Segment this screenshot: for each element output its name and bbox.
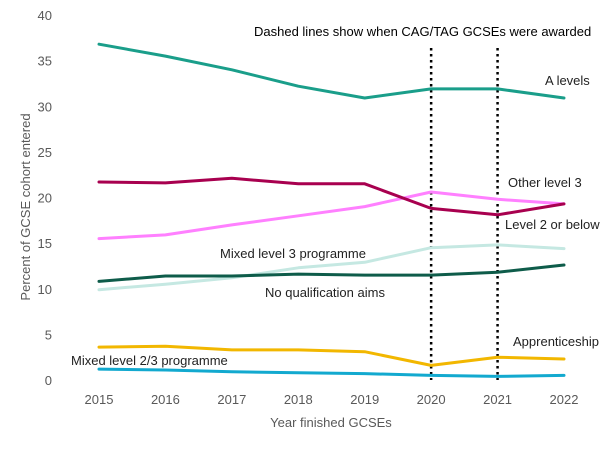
series-line-no-qualification-aims [97, 263, 566, 283]
series-line-other-level-3 [97, 190, 566, 241]
series-label-mixed-level-2-3-programme: Mixed level 2/3 programme [71, 353, 228, 368]
y-tick-label-35: 35 [38, 54, 52, 69]
y-tick-label-30: 30 [38, 99, 52, 114]
series-label-a-levels: A levels [545, 73, 590, 88]
series-label-no-qualification-aims: No qualification aims [265, 285, 385, 300]
x-axis-ticks: 2015 2016 2017 2018 2019 2020 2021 2022 [85, 392, 579, 407]
x-tick-label-2020: 2020 [417, 392, 446, 407]
dashed-lines-annotation: Dashed lines show when CAG/TAG GCSEs wer… [254, 24, 591, 39]
x-tick-label-2017: 2017 [217, 392, 246, 407]
y-tick-label-15: 15 [38, 236, 52, 251]
y-tick-label-40: 40 [38, 8, 52, 23]
x-tick-label-2015: 2015 [85, 392, 114, 407]
x-tick-label-2018: 2018 [284, 392, 313, 407]
y-tick-label-20: 20 [38, 191, 52, 206]
series-lines [97, 42, 566, 378]
series-label-other-level-3: Other level 3 [508, 175, 582, 190]
x-tick-label-2021: 2021 [483, 392, 512, 407]
x-tick-label-2022: 2022 [550, 392, 579, 407]
series-line-a-levels [97, 42, 566, 100]
y-tick-label-0: 0 [45, 373, 52, 388]
series-label-apprenticeship: Apprenticeship [513, 334, 599, 349]
y-tick-label-25: 25 [38, 145, 52, 160]
series-line-apprenticeship [97, 344, 566, 367]
x-axis-title: Year finished GCSEs [270, 415, 392, 430]
series-label-level-2-or-below: Level 2 or below [505, 217, 600, 232]
x-tick-label-2019: 2019 [350, 392, 379, 407]
x-tick-label-2016: 2016 [151, 392, 180, 407]
series-line-mixed-level-3-programme [97, 243, 566, 292]
series-line-level-2-or-below [97, 176, 566, 217]
series-labels: A levels Other level 3 Level 2 or below Mix… [71, 73, 600, 368]
dashed-year-markers [429, 48, 499, 380]
series-line-mixed-level-2-3-programme [97, 367, 566, 378]
series-label-mixed-level-3-programme: Mixed level 3 programme [220, 246, 366, 261]
y-axis-title: Percent of GCSE cohort entered [18, 113, 33, 300]
y-tick-label-5: 5 [45, 327, 52, 342]
y-axis-ticks: 0 5 10 15 20 25 30 35 40 [38, 8, 52, 388]
y-tick-label-10: 10 [38, 282, 52, 297]
